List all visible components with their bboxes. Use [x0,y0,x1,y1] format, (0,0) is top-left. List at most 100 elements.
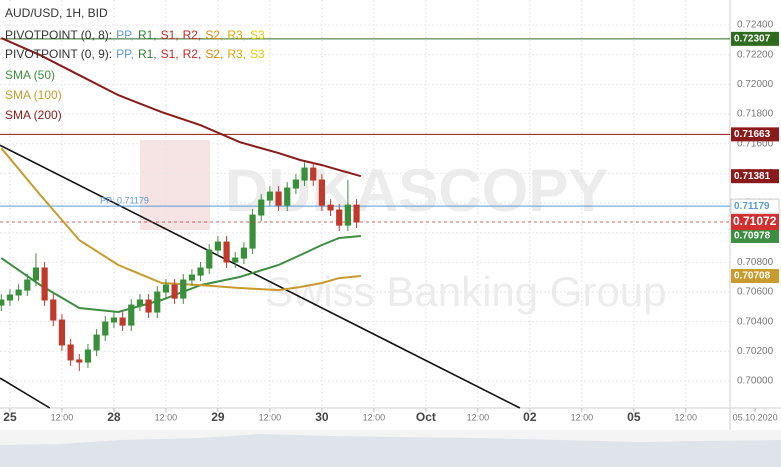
price-tag-label: 0.70708 [734,271,771,282]
candle-body [214,241,222,251]
candle-body [110,317,118,323]
x-tick-label: 12:00 [363,412,386,422]
candle-body [58,319,66,346]
x-tick-label: 12:00 [155,412,178,422]
x-tick-label: Oct [416,410,436,424]
pivot-legend-item: S3 [250,47,265,61]
y-tick-label: 0.70200 [737,346,774,357]
candle-body [154,291,161,313]
candle-body [232,257,239,263]
sma-line [0,37,362,178]
candle-body [310,167,317,181]
price-tag-label: 0.71381 [734,171,771,182]
candle-body [197,267,204,276]
price-tag-label: 0.72307 [734,33,771,44]
pivot-legend-item: R3, [227,47,246,61]
candle-body [119,317,126,326]
candle-body [301,167,308,181]
y-tick-label: 0.71800 [737,109,774,120]
chart-title: AUD/USD, 1H, BID [5,6,108,20]
candle-body [0,299,5,306]
y-tick-label: 0.70800 [737,257,774,268]
pivot-legend-item: S2, [205,28,223,42]
navigator [0,430,781,467]
x-tick-label: 12:00 [467,412,490,422]
sma-line [0,147,361,292]
x-tick-label: 30 [315,410,329,424]
candle-body [93,334,100,351]
candle-body [327,204,334,211]
x-tick-label: 12:00 [571,412,594,422]
x-tick-label: 29 [211,410,225,424]
sma-line [0,235,361,314]
navigator-area [0,434,781,467]
y-tick-label: 0.70000 [737,376,774,387]
candle-body [84,349,92,363]
candle-body [249,214,256,249]
pivot-legend-item: S3 [250,28,265,42]
candle-body [353,204,360,223]
candle-body [180,279,187,299]
y-tick-label: 0.71600 [737,138,774,149]
y-tick-label: 0.70400 [737,316,774,327]
pivot-legend-item: R1, [138,47,157,61]
candle-body [188,274,196,281]
pivot-legend-name: PIVOTPOINT (0, 9): [5,47,112,61]
candle-body [15,289,22,296]
candle-body [162,284,170,293]
pivot-legend-item: S1, [161,28,179,42]
y-tick-label: 0.70600 [737,287,774,298]
candle-body [102,321,109,336]
candle-body [258,199,265,216]
watermark: DUKASCOPY Swiss Banking Group [140,140,667,315]
x-tick-label: 05.10.2020 [733,412,778,422]
level-label: PP: 0.71179 [100,196,149,206]
x-tick-label: 28 [107,410,121,424]
pivot-legend: PIVOTPOINT (0, 9): PP, R1, S1, R2, S2, R3, S3 [5,47,265,61]
pivot-legend-item: PP, [116,28,134,42]
price-tag-label: 0.71179 [734,201,770,212]
x-tick-label: 12:00 [259,412,282,422]
price-tag-label: 0.71072 [733,214,777,228]
pivot-legend-item: R1, [138,28,157,42]
candle-body [206,249,213,269]
pivot-legend-item: PP, [116,47,134,61]
watermark-logo [140,140,210,230]
price-tag [731,269,779,284]
x-tick-label: 02 [523,410,537,424]
x-tick-label: 12:00 [675,412,698,422]
trendline [0,377,51,409]
candle-body [76,359,83,363]
candle-body [223,241,230,263]
y-tick-label: 0.72200 [737,49,774,60]
price-tag [731,127,779,142]
candle-body [240,247,248,259]
price-tag [731,31,779,46]
candle-body [50,299,57,321]
candle-body [32,267,40,281]
price-tag-label: 0.71663 [734,129,771,140]
trendline [0,144,521,409]
pivot-legend: PIVOTPOINT (0, 8): PP, R1, S1, R2, S2, R3, S3 [5,28,265,42]
candle-body [171,284,178,299]
candle-body [292,179,299,189]
x-tick-label: 05 [627,410,641,424]
candle-body [145,299,152,313]
price-tag [731,214,779,231]
price-tag [731,228,779,243]
pivot-legend-item: R2, [183,47,202,61]
x-tick-label: 12:00 [51,412,74,422]
price-tag-label: 0.70978 [734,231,771,242]
price-tag [731,169,779,184]
candle-body [136,299,144,306]
candle-body [336,209,343,226]
legend-entry: SMA (100) [5,88,62,102]
candle-body [266,191,274,201]
candle-body [24,279,31,291]
candle-body [41,267,48,301]
legend-entry: SMA (50) [5,68,55,82]
candle-body [6,294,14,301]
candle-body [284,187,291,206]
